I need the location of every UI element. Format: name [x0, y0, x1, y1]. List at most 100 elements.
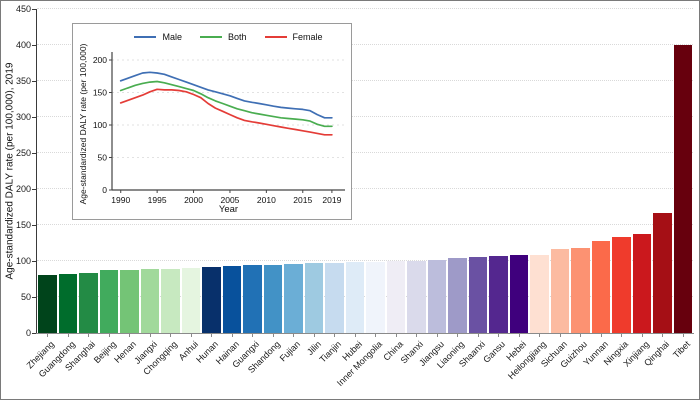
legend-item-both: Both	[199, 32, 247, 42]
inset-x-tick-label: 2010	[257, 195, 276, 205]
main-x-tick-mark	[580, 334, 582, 337]
main-y-tick-mark	[32, 45, 36, 46]
main-x-tick-mark	[149, 334, 151, 337]
main-x-tick-mark	[416, 334, 418, 337]
bar-jilin	[304, 263, 323, 333]
main-x-tick-mark	[252, 334, 254, 337]
inset-line-chart-svg: 0 50 100 150 200 1990 1995 2000 2005 2010 2015 2019	[93, 52, 345, 205]
main-x-tick-mark	[334, 334, 336, 337]
bar-shanxi	[407, 261, 426, 333]
main-y-tick-mark	[32, 297, 36, 298]
bar-fujian	[284, 263, 303, 333]
inset-y-tick-label: 200	[93, 55, 107, 65]
main-x-tick-mark	[170, 334, 172, 337]
main-x-tick-mark	[129, 334, 131, 337]
main-gridline	[37, 152, 693, 153]
legend-item-male: Male	[134, 32, 182, 42]
inset-x-axis-label: Year	[218, 204, 239, 215]
main-y-tick-label: 100	[15, 256, 31, 266]
main-y-tick-mark	[32, 225, 36, 226]
bar-xinjiang	[632, 234, 651, 333]
main-x-axis-line	[36, 333, 694, 334]
bar-guangxi	[243, 265, 262, 333]
main-gridline	[37, 80, 693, 81]
main-x-tick-mark	[498, 334, 500, 337]
main-x-tick-mark	[108, 334, 110, 337]
bar-jiangsu	[427, 260, 446, 333]
inset-y-tick-label: 0	[102, 185, 107, 195]
main-y-tick-label: 0	[25, 328, 31, 338]
bar-anhui	[181, 268, 200, 333]
main-y-axis-line	[36, 9, 37, 333]
main-y-tick-label: 350	[15, 76, 31, 86]
main-y-tick-mark	[32, 153, 36, 154]
main-y-tick-label: 300	[15, 112, 31, 122]
main-y-tick-label: 250	[15, 148, 31, 158]
inset-y-tick-label: 150	[93, 88, 107, 98]
bar-sichuan	[550, 249, 569, 333]
main-x-tick-mark	[641, 334, 643, 337]
inset-x-tick-label: 1990	[111, 195, 130, 205]
legend-label: Both	[227, 32, 247, 42]
main-x-tick-mark	[662, 334, 664, 337]
main-gridline	[37, 296, 693, 297]
main-y-tick-label: 50	[20, 292, 31, 302]
main-x-tick-mark	[457, 334, 459, 337]
main-y-tick-label: 450	[15, 4, 31, 14]
bar-tibet	[673, 45, 692, 333]
main-x-tick-mark	[47, 334, 49, 337]
inset-legend: Male Both Female	[112, 32, 345, 42]
bar-hainan	[222, 266, 241, 333]
main-x-tick-mark	[559, 334, 561, 337]
legend-label: Male	[162, 32, 182, 42]
main-gridline	[37, 188, 693, 189]
bar-shaanxi	[468, 256, 487, 333]
bar-hebei	[509, 254, 528, 333]
bar-liaoning	[448, 258, 467, 333]
main-gridline	[37, 44, 693, 45]
main-x-tick-mark	[600, 334, 602, 337]
bar-guizhou	[571, 248, 590, 333]
bar-shanghai	[79, 272, 98, 333]
bar-shandong	[263, 265, 282, 333]
main-x-tick-mark	[231, 334, 233, 337]
inset-series-male	[119, 71, 333, 119]
legend-line-icon	[199, 36, 222, 38]
legend-line-icon	[264, 36, 287, 38]
bar-jiangxi	[140, 268, 159, 333]
bar-ningxia	[612, 236, 631, 333]
bar-gansu	[489, 255, 508, 333]
bar-tianjin	[325, 263, 344, 333]
bar-yunnan	[591, 240, 610, 333]
main-y-tick-label: 200	[15, 184, 31, 194]
inset-series-female	[119, 88, 333, 136]
legend-item-female: Female	[264, 32, 323, 42]
main-x-tick-mark	[518, 334, 520, 337]
inset-series-both	[119, 80, 333, 128]
bar-heilongjiang	[530, 255, 549, 333]
bar-guangdong	[58, 273, 77, 333]
inset-y-tick-label: 100	[93, 120, 107, 130]
bar-hunan	[202, 266, 221, 333]
bar-inner-mongolia	[366, 262, 385, 333]
inset-x-tick-label: 1995	[148, 195, 167, 205]
inset-x-tick-label: 2015	[293, 195, 312, 205]
main-x-tick-mark	[211, 334, 213, 337]
bar-china	[386, 261, 405, 333]
main-x-tick-mark	[436, 334, 438, 337]
inset-x-tick-label: 2005	[220, 195, 239, 205]
bar-qinghai	[653, 213, 672, 333]
main-y-tick-mark	[32, 261, 36, 262]
main-bar-plot-area	[37, 8, 693, 333]
inset-x-tick-label: 2019	[322, 195, 341, 205]
main-x-tick-mark	[682, 334, 684, 337]
legend-label: Female	[292, 32, 323, 42]
main-x-tick-mark	[88, 334, 90, 337]
inset-y-axis-label: Age-standardized DALY rate (per 100,000)	[78, 43, 88, 205]
main-x-tick-mark	[477, 334, 479, 337]
inset-x-tick-label: 2000	[184, 195, 203, 205]
main-x-tick-mark	[375, 334, 377, 337]
main-x-tick-mark	[293, 334, 295, 337]
main-gridline	[37, 116, 693, 117]
